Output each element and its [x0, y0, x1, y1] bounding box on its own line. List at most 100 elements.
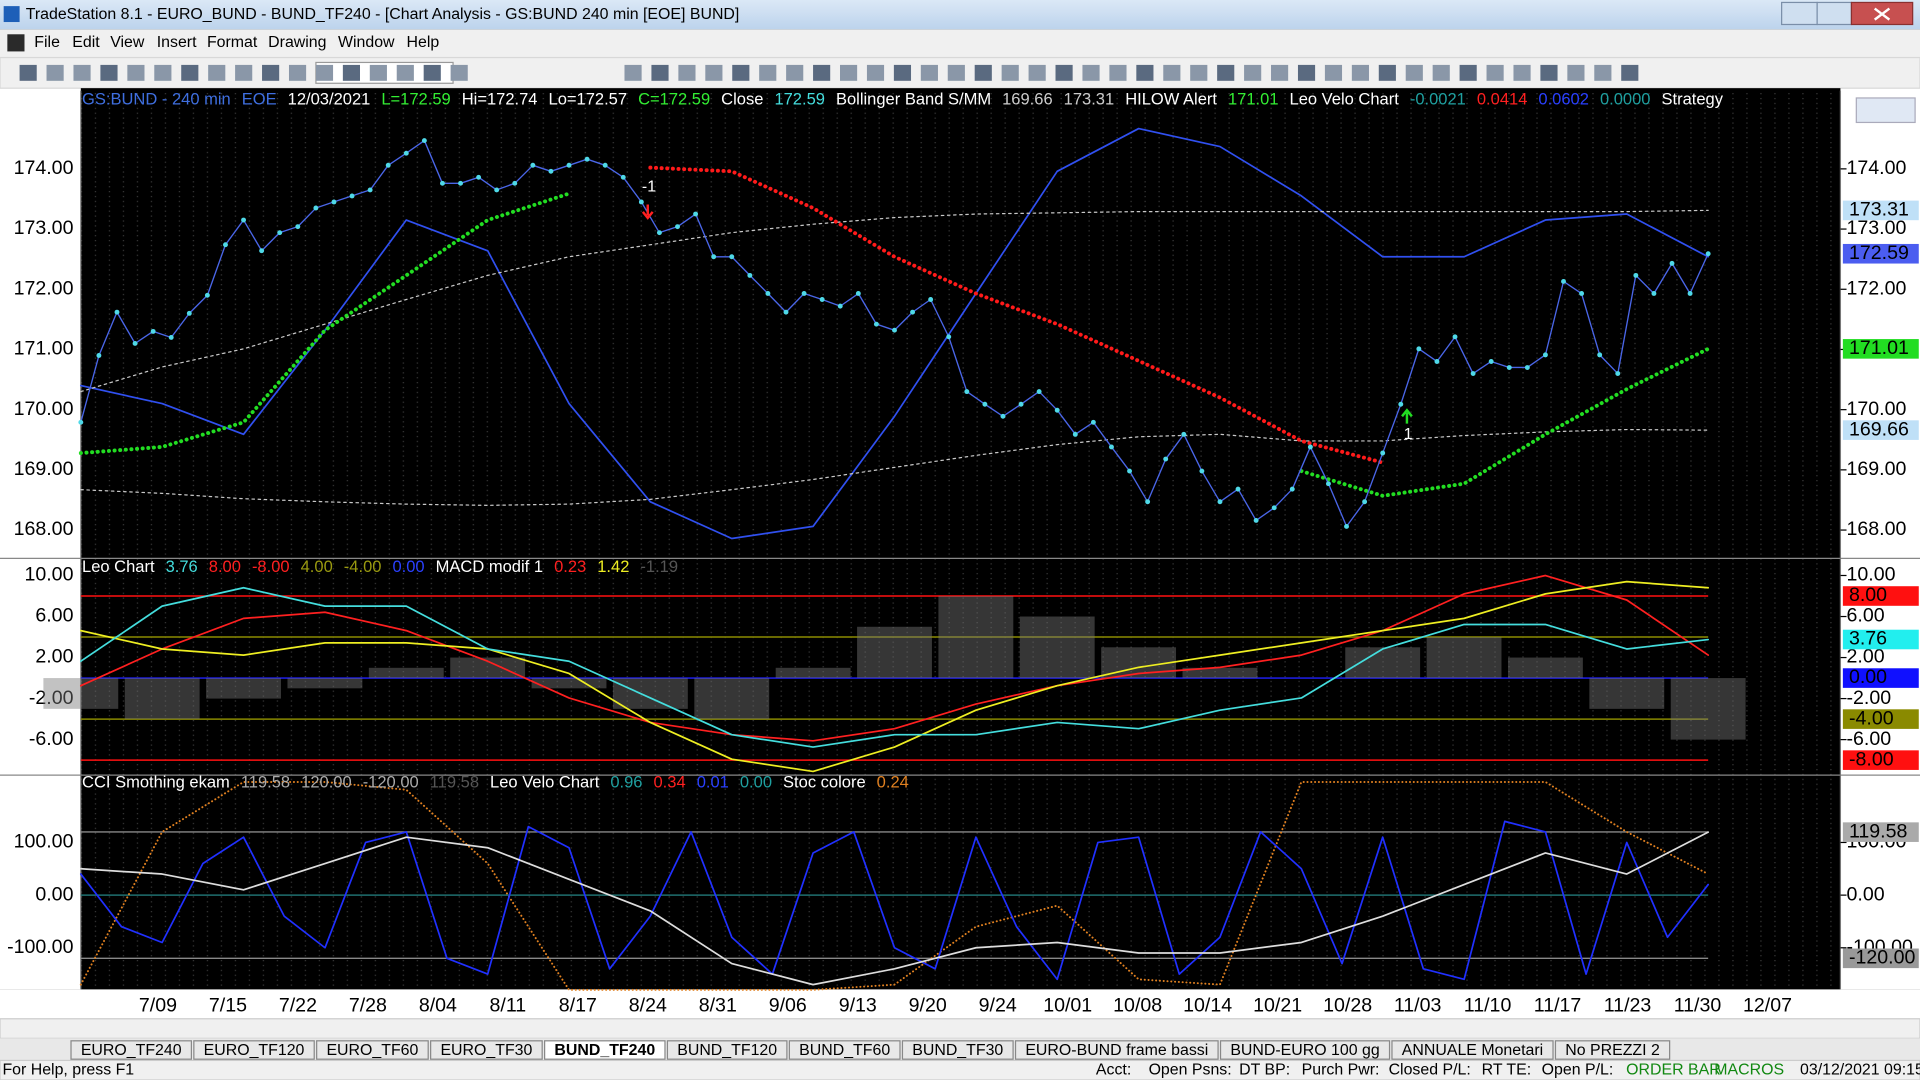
toolbar-icon[interactable] — [235, 64, 253, 81]
tab[interactable]: No PREZZI 2 — [1554, 1040, 1671, 1060]
menu-item[interactable]: Help — [407, 34, 440, 51]
toolbar-icon[interactable] — [1136, 64, 1154, 81]
toolbar-icon[interactable] — [759, 64, 777, 81]
toolbar-icon[interactable] — [786, 64, 804, 81]
menu-item[interactable]: Drawing — [268, 34, 326, 51]
toolbar-icon[interactable] — [1459, 64, 1477, 81]
tab[interactable]: EURO_TF240 — [70, 1040, 193, 1060]
menu-item[interactable]: Format — [207, 34, 258, 51]
header-item: Lo=172.57 — [549, 90, 628, 109]
tab[interactable]: BUND_TF240 — [544, 1040, 666, 1060]
toolbar-icon[interactable] — [705, 64, 723, 81]
toolbar-icon[interactable] — [1109, 64, 1127, 81]
toolbar-icon[interactable] — [1190, 64, 1208, 81]
price-marker — [1842, 200, 1919, 221]
toolbar-icon[interactable] — [1567, 64, 1585, 81]
menu-item[interactable]: Edit — [72, 34, 100, 51]
toolbar-icon[interactable] — [1244, 64, 1262, 81]
price-point — [1488, 359, 1494, 364]
toolbar-icon[interactable] — [866, 64, 885, 81]
toolbar-icon[interactable] — [1028, 64, 1046, 81]
toolbar-icon[interactable] — [1378, 64, 1396, 81]
toolbar-icon[interactable] — [920, 64, 938, 81]
toolbar-icon[interactable] — [813, 64, 831, 81]
menu-item[interactable]: Insert — [157, 34, 197, 51]
toolbar-icon[interactable] — [678, 64, 696, 81]
tab-shape — [1014, 1040, 1219, 1060]
toolbar-icon[interactable] — [342, 64, 360, 81]
tab[interactable]: EURO_TF60 — [316, 1040, 429, 1060]
toolbar-icon[interactable] — [1486, 64, 1504, 81]
toolbar-icon[interactable] — [1217, 64, 1235, 81]
toolbar-icon[interactable] — [947, 64, 965, 81]
toolbar-icon[interactable] — [1621, 64, 1639, 81]
price-marker-label: 0.00 — [1849, 666, 1887, 688]
toolbar-icon[interactable] — [423, 64, 441, 81]
toolbar-icon[interactable] — [1271, 64, 1289, 81]
tab[interactable]: BUND_TF120 — [666, 1040, 788, 1060]
toolbar-icon[interactable] — [154, 64, 172, 81]
toolbar-icon[interactable] — [208, 64, 226, 81]
tab[interactable]: BUND-EURO 100 gg — [1219, 1040, 1391, 1060]
toolbar-icon[interactable] — [100, 64, 118, 81]
price-marker-label: 119.58 — [1849, 820, 1908, 842]
toolbar-icon[interactable] — [1297, 64, 1316, 81]
toolbar-icon[interactable] — [1513, 64, 1531, 81]
price-point — [548, 168, 554, 174]
menu-item[interactable]: View — [110, 34, 145, 51]
price-point — [1398, 401, 1404, 407]
toolbar-icon[interactable] — [1324, 64, 1343, 81]
toolbar-icon[interactable] — [1351, 64, 1369, 81]
tab[interactable]: BUND_TF60 — [788, 1040, 901, 1060]
toolbar-icon[interactable] — [369, 64, 387, 81]
tab[interactable]: ANNUALE Monetari — [1391, 1040, 1554, 1060]
price-point — [1090, 419, 1096, 425]
price-point — [946, 334, 952, 340]
toolbar-icon[interactable] — [651, 64, 669, 81]
toolbar-icon[interactable] — [624, 64, 642, 81]
tab[interactable]: EURO_TF30 — [430, 1040, 543, 1060]
x-tick-label: 10/21 — [1253, 995, 1302, 1017]
toolbar-icon[interactable] — [974, 64, 992, 81]
toolbar-icon[interactable] — [73, 64, 91, 81]
toolbar-icon[interactable] — [288, 64, 307, 81]
toolbar-icon[interactable] — [1163, 64, 1181, 81]
tab[interactable]: EURO-BUND frame bassi — [1014, 1040, 1219, 1060]
scrollbar[interactable] — [0, 1018, 1920, 1039]
price-point — [638, 199, 644, 205]
toolbar-icon[interactable] — [181, 64, 199, 81]
toolbar-icon[interactable] — [1055, 64, 1073, 81]
toolbar-icon[interactable] — [732, 64, 750, 81]
price-point — [873, 321, 879, 327]
tab-shape — [1554, 1040, 1671, 1060]
toolbar-icon[interactable] — [1432, 64, 1450, 81]
panel-buttons[interactable] — [1855, 97, 1916, 124]
tab[interactable]: EURO_TF120 — [193, 1040, 315, 1060]
toolbar-icon[interactable] — [840, 64, 858, 81]
toolbar-icon[interactable] — [19, 64, 37, 81]
price-point — [241, 217, 246, 223]
toolbar-icon[interactable] — [127, 64, 145, 81]
toolbar-icon[interactable] — [1405, 64, 1423, 81]
price-point — [783, 309, 789, 315]
toolbar-icon[interactable] — [315, 64, 334, 81]
toolbar-icon[interactable] — [1594, 64, 1612, 81]
toolbar-icon[interactable] — [1082, 64, 1100, 81]
toolbar-icon[interactable] — [893, 64, 912, 81]
x-tick-label: 12/07 — [1743, 995, 1792, 1017]
menu-item[interactable]: File — [34, 34, 60, 51]
toolbar-icon[interactable] — [262, 64, 280, 81]
toolbar-icon[interactable] — [396, 64, 414, 81]
minimize-button[interactable] — [1781, 1, 1818, 26]
toolbar-icon[interactable] — [46, 64, 64, 81]
toolbar-icon[interactable] — [1001, 64, 1019, 81]
price-point — [747, 272, 753, 278]
toolbar-icon[interactable] — [450, 64, 468, 81]
maximize-button[interactable] — [1816, 1, 1853, 26]
tab[interactable]: BUND_TF30 — [901, 1040, 1014, 1060]
header-item: -8.00 — [252, 558, 290, 577]
histogram-bar — [1345, 647, 1421, 679]
toolbar-icon[interactable] — [1540, 64, 1558, 81]
price-point — [1561, 278, 1566, 284]
menu-item[interactable]: Window — [338, 34, 395, 51]
